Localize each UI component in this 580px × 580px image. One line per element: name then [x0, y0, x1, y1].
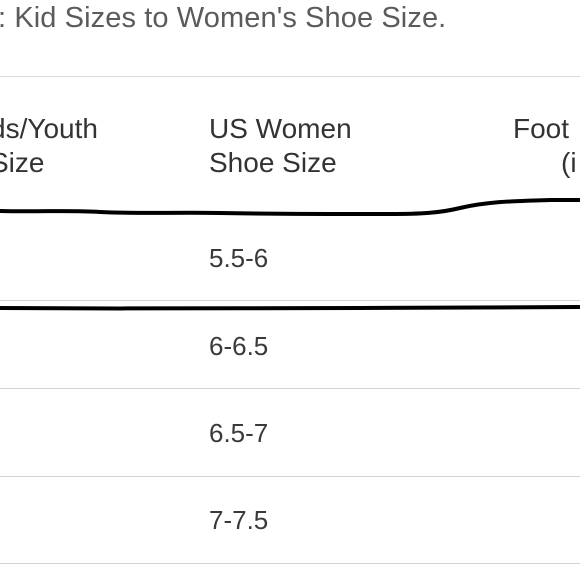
header-us-women-shoe-size: US Women Shoe Size: [209, 112, 352, 180]
header-foot-length: Foot (i: [513, 112, 577, 180]
header-women-line1: US Women: [209, 113, 352, 144]
cell-women-size-row-3: 6.5-7: [209, 418, 269, 448]
cell-women-size-row-2: 6-6.5: [209, 331, 269, 361]
page-title: : Kid Sizes to Women's Shoe Size.: [0, 2, 447, 34]
header-women-line2: Shoe Size: [209, 147, 337, 178]
row-divider: [0, 300, 580, 301]
cell-women-size-row-1: 5.5-6: [209, 243, 269, 273]
hand-drawn-line-under-first-row: [0, 305, 580, 311]
header-foot-line2: (i: [561, 147, 577, 178]
header-foot-line1: Foot: [513, 113, 570, 144]
header-kids-line1: ds/Youth: [0, 113, 98, 144]
cell-women-size-row-4: 7-7.5: [209, 505, 269, 535]
title-divider: [0, 76, 580, 77]
row-divider: [0, 388, 580, 389]
hand-drawn-line-under-header: [0, 198, 580, 216]
header-kids-youth-size: ds/Youth Size: [0, 112, 98, 180]
header-kids-line2: Size: [0, 147, 45, 178]
row-divider: [0, 476, 580, 477]
row-divider: [0, 563, 580, 564]
